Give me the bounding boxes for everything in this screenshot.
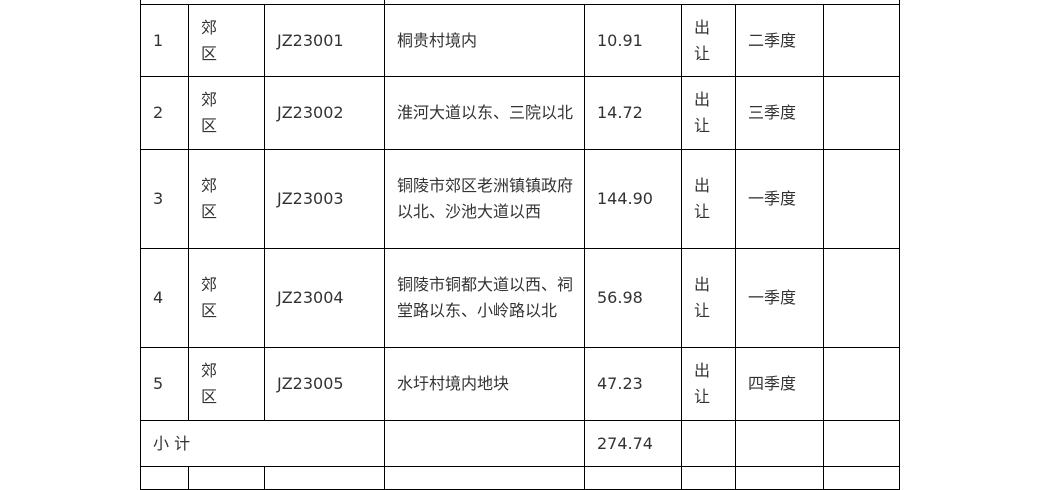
cell-area-text: 10.91 [597, 30, 643, 50]
table-row-bottom-partial [735, 466, 824, 490]
cell-area: 144.90 [584, 149, 682, 249]
cell-method: 出让 [681, 4, 736, 77]
cell-location: 铜陵市铜都大道以西、祠堂路以东、小岭路以北 [384, 248, 585, 348]
cell-code: JZ23002 [264, 76, 385, 150]
cell-district: 郊区 [188, 149, 265, 249]
cell-quarter-text: 三季度 [748, 103, 797, 122]
cell-no: 5 [140, 347, 189, 421]
cell-code-text: JZ23004 [277, 288, 344, 307]
cell-no-text: 5 [153, 374, 164, 393]
cell-area-text: 14.72 [597, 103, 643, 122]
cell-district-text: 郊区 [201, 275, 218, 320]
cell-location: 淮河大道以东、三院以北 [384, 76, 585, 150]
cell-area-text: 47.23 [597, 374, 643, 393]
cell-location: 水圩村境内地块 [384, 347, 585, 421]
cell-method-text: 出让 [694, 17, 711, 63]
cell-code: JZ23003 [264, 149, 385, 249]
cell-code: JZ23001 [264, 4, 385, 77]
cell-area-text: 144.90 [597, 189, 653, 208]
cell-district: 郊区 [188, 76, 265, 150]
cell-quarter: 四季度 [735, 347, 824, 421]
cell-quarter-text: 一季度 [748, 288, 797, 307]
cell-method-text: 出让 [694, 176, 711, 221]
cell-location: 桐贵村境内 [384, 4, 585, 77]
cell-no-text: 2 [153, 103, 164, 122]
cell-district: 郊区 [188, 4, 265, 77]
cell-quarter-text: 四季度 [748, 374, 797, 393]
cell-area: 14.72 [584, 76, 682, 150]
cell-quarter-text: 二季度 [748, 30, 797, 50]
cell-note [823, 248, 900, 348]
cell-code: JZ23005 [264, 347, 385, 421]
cell-method-text: 出让 [694, 90, 711, 135]
subtotal-empty [735, 420, 824, 467]
table-row-bottom-partial [384, 466, 585, 490]
subtotal-empty [681, 420, 736, 467]
cell-location-text: 水圩村境内地块 [397, 374, 510, 393]
cell-quarter: 三季度 [735, 76, 824, 150]
cell-method: 出让 [681, 347, 736, 421]
cell-district-text: 郊区 [201, 176, 218, 221]
cell-district-text: 郊区 [201, 90, 218, 135]
cell-note [823, 149, 900, 249]
cell-area: 56.98 [584, 248, 682, 348]
cell-area: 10.91 [584, 4, 682, 77]
cell-no: 3 [140, 149, 189, 249]
cell-no-text: 4 [153, 288, 164, 307]
cell-note [823, 4, 900, 77]
cell-method: 出让 [681, 149, 736, 249]
cell-location-text: 铜陵市铜都大道以西、祠堂路以东、小岭路以北 [397, 275, 574, 320]
subtotal-label-text: 小 计 [153, 433, 191, 453]
cell-location-text: 淮河大道以东、三院以北 [397, 103, 574, 122]
cell-code-text: JZ23002 [277, 103, 344, 122]
cell-no: 2 [140, 76, 189, 150]
table-row-bottom-partial [188, 466, 265, 490]
cell-quarter: 一季度 [735, 149, 824, 249]
cell-quarter: 一季度 [735, 248, 824, 348]
subtotal-label: 小 计 [140, 420, 385, 467]
cell-quarter-text: 一季度 [748, 189, 797, 208]
cell-district: 郊区 [188, 347, 265, 421]
cell-no-text: 3 [153, 189, 164, 208]
subtotal-empty [384, 420, 585, 467]
cell-district-text: 郊区 [201, 361, 218, 406]
cell-no: 4 [140, 248, 189, 348]
table-row-bottom-partial [823, 466, 900, 490]
cell-district: 郊区 [188, 248, 265, 348]
table-row-bottom-partial [140, 466, 189, 490]
cell-code: JZ23004 [264, 248, 385, 348]
table-row-bottom-partial [264, 466, 385, 490]
cell-note [823, 76, 900, 150]
table-row-bottom-partial [584, 466, 682, 490]
cell-location-text: 铜陵市郊区老洲镇镇政府以北、沙池大道以西 [397, 176, 574, 221]
table-row-bottom-partial [681, 466, 736, 490]
cell-method-text: 出让 [694, 275, 711, 320]
cell-no: 1 [140, 4, 189, 77]
cell-code-text: JZ23005 [277, 374, 344, 393]
cell-note [823, 347, 900, 421]
cell-location-text: 桐贵村境内 [397, 30, 478, 50]
cell-district-text: 郊区 [201, 17, 218, 63]
cell-quarter: 二季度 [735, 4, 824, 77]
subtotal-area: 274.74 [584, 420, 682, 467]
cell-code-text: JZ23001 [277, 30, 344, 50]
cell-method: 出让 [681, 248, 736, 348]
cell-method-text: 出让 [694, 361, 711, 406]
cell-no-text: 1 [153, 30, 164, 50]
subtotal-empty [823, 420, 900, 467]
cell-area: 47.23 [584, 347, 682, 421]
cell-location: 铜陵市郊区老洲镇镇政府以北、沙池大道以西 [384, 149, 585, 249]
cell-method: 出让 [681, 76, 736, 150]
cell-code-text: JZ23003 [277, 189, 344, 208]
subtotal-area-text: 274.74 [597, 433, 653, 453]
cell-area-text: 56.98 [597, 288, 643, 307]
